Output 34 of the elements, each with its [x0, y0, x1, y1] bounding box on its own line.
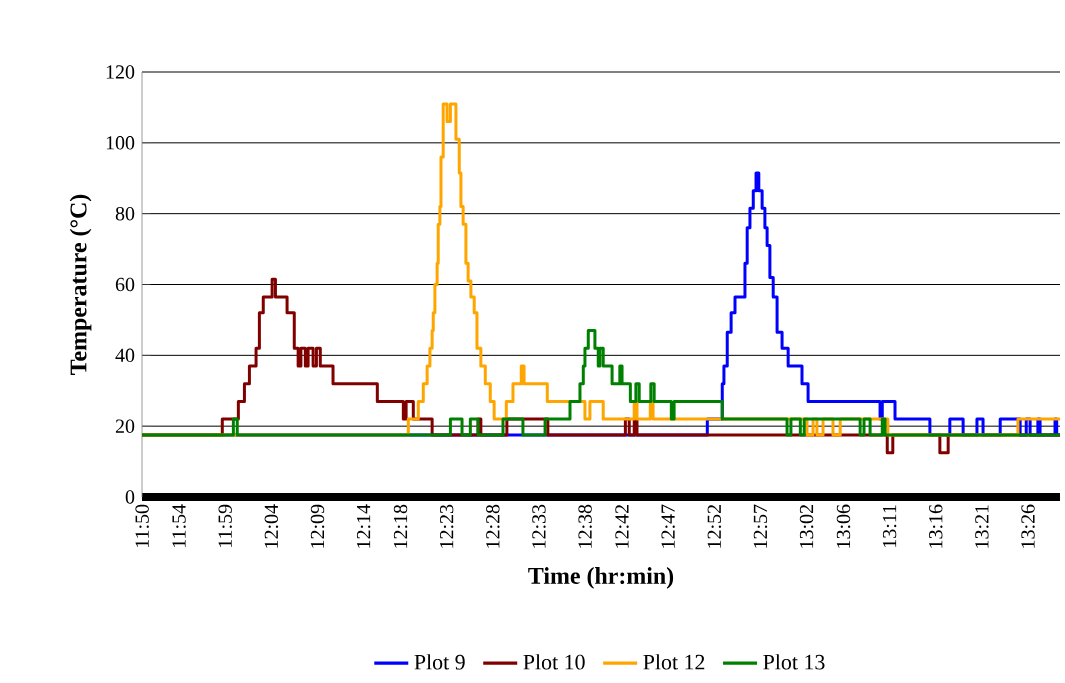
x-tick-label: 12:04 — [264, 504, 279, 548]
legend-label: Plot 12 — [643, 654, 705, 670]
y-tick-label: 0 — [125, 490, 135, 504]
y-tick-label: 60 — [115, 277, 135, 292]
x-tick-label: 13:06 — [836, 504, 851, 548]
x-tick-label: 11:54 — [172, 504, 186, 547]
x-tick-label: 13:11 — [882, 505, 897, 547]
x-tick-label: 13:21 — [975, 505, 989, 548]
x-tick-label: 12:28 — [486, 504, 500, 548]
x-tick-label: 12:33 — [532, 504, 546, 548]
x-tick-label: 12:52 — [707, 505, 722, 548]
legend-label: Plot 13 — [763, 654, 825, 670]
x-tick-label: 12:14 — [356, 504, 371, 548]
x-axis-title: Time (hr:min) — [528, 567, 674, 589]
x-tick-label: 12:23 — [439, 504, 454, 548]
x-tick-label: 12:38 — [578, 504, 592, 548]
x-tick-label: 12:18 — [393, 504, 408, 548]
legend-label: Plot 9 — [414, 654, 465, 670]
x-tick-label: 11:59 — [218, 504, 232, 547]
x-tick-label: 13:02 — [799, 505, 814, 548]
y-tick-label: 40 — [115, 348, 135, 363]
x-tick-label: 13:26 — [1021, 504, 1035, 548]
y-axis-title: Temperature (°C) — [69, 194, 92, 375]
y-tick-label: 120 — [106, 65, 135, 79]
x-tick-label: 13:16 — [929, 504, 943, 548]
x-tick-label: 12:47 — [661, 504, 675, 548]
y-tick-label: 20 — [115, 419, 135, 433]
x-tick-label: 12:57 — [753, 504, 768, 548]
x-tick-label: 12:09 — [310, 504, 325, 548]
legend-label: Plot 10 — [523, 654, 585, 670]
y-tick-label: 100 — [106, 136, 135, 150]
x-tick-label: 11:50 — [135, 504, 149, 547]
y-tick-label: 80 — [115, 206, 135, 221]
x-tick-label: 12:42 — [615, 505, 629, 548]
